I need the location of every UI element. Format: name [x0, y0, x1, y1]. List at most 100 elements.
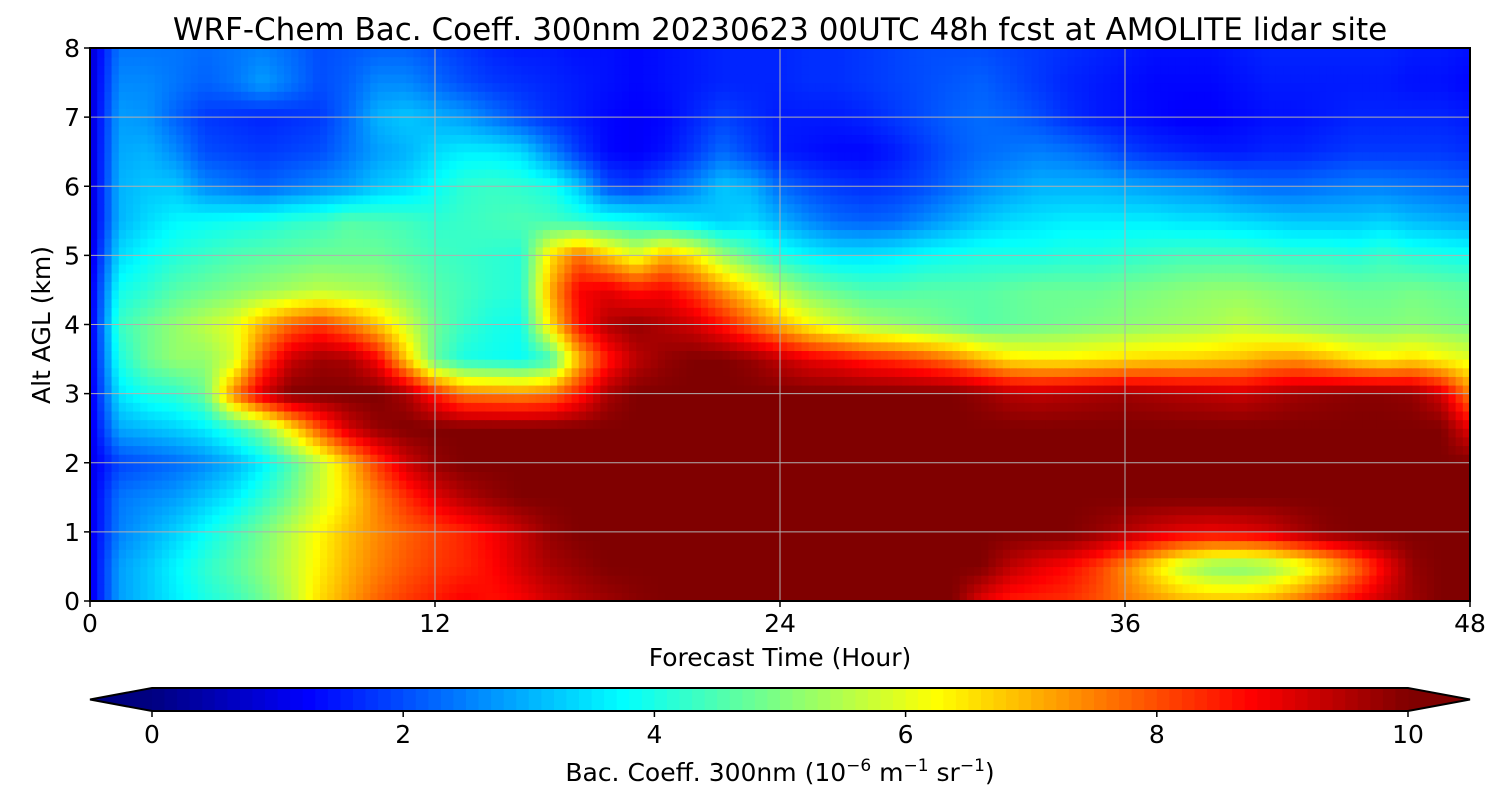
- heatmap-cell: [1448, 488, 1457, 498]
- heatmap-cell: [981, 531, 990, 542]
- heatmap-cell: [880, 480, 889, 490]
- heatmap-cell: [607, 454, 616, 464]
- heatmap-cell: [169, 505, 177, 516]
- heatmap-cell: [284, 428, 292, 438]
- heatmap-cell: [729, 505, 738, 516]
- heatmap-cell: [1160, 402, 1169, 412]
- heatmap-cell: [1196, 583, 1205, 593]
- heatmap-cell: [391, 488, 400, 498]
- heatmap-cell: [564, 402, 573, 412]
- heatmap-cell: [449, 436, 458, 447]
- heatmap-cell: [154, 583, 163, 593]
- heatmap-cell: [104, 436, 113, 447]
- heatmap-cell: [607, 384, 616, 395]
- heatmap-cell: [1045, 505, 1054, 516]
- heatmap-cell: [665, 488, 673, 498]
- heatmap-cell: [1319, 445, 1327, 455]
- heatmap-cell: [1311, 436, 1320, 447]
- heatmap-cell: [1218, 575, 1227, 585]
- heatmap-cell: [1160, 540, 1169, 550]
- heatmap-cell: [1275, 523, 1284, 533]
- heatmap-cell: [399, 566, 407, 576]
- heatmap-cell: [240, 566, 249, 576]
- heatmap-cell: [1053, 393, 1061, 403]
- heatmap-cell: [183, 428, 192, 438]
- heatmap-cell: [1196, 402, 1205, 412]
- heatmap-cell: [1441, 566, 1450, 576]
- heatmap-cell: [1441, 445, 1450, 455]
- heatmap-cell: [1160, 428, 1169, 438]
- heatmap-cell: [844, 488, 853, 498]
- heatmap-cell: [1182, 480, 1191, 490]
- heatmap-cell: [765, 402, 774, 412]
- heatmap-cell: [629, 436, 637, 447]
- heatmap-cell: [1168, 549, 1176, 559]
- heatmap-cell: [1261, 514, 1270, 524]
- heatmap-cell: [930, 410, 939, 421]
- heatmap-cell: [492, 445, 501, 455]
- heatmap-cell: [205, 488, 213, 498]
- heatmap-cell: [255, 497, 264, 507]
- heatmap-cell: [1139, 480, 1148, 490]
- heatmap-cell: [1096, 557, 1105, 568]
- heatmap-cell: [665, 402, 673, 412]
- heatmap-cell: [111, 376, 120, 386]
- heatmap-cell: [125, 402, 134, 412]
- heatmap-cell: [1326, 462, 1335, 472]
- heatmap-cell: [1146, 531, 1155, 542]
- heatmap-cell: [363, 454, 371, 464]
- heatmap-cell: [420, 428, 429, 438]
- heatmap-cell: [693, 497, 702, 507]
- heatmap-cell: [1002, 505, 1011, 516]
- heatmap-cell: [1117, 410, 1126, 421]
- heatmap-cell: [341, 505, 350, 516]
- heatmap-cell: [341, 419, 350, 429]
- heatmap-cell: [1275, 384, 1284, 395]
- heatmap-cell: [1383, 540, 1392, 550]
- heatmap-cell: [700, 471, 709, 481]
- heatmap-cell: [895, 592, 903, 601]
- heatmap-cell: [1297, 540, 1306, 550]
- heatmap-cell: [212, 531, 220, 542]
- heatmap-cell: [399, 575, 407, 585]
- heatmap-cell: [240, 436, 249, 447]
- heatmap-cell: [1326, 419, 1335, 429]
- heatmap-cell: [1232, 436, 1241, 447]
- heatmap-cell: [535, 531, 544, 542]
- heatmap-cell: [161, 480, 170, 490]
- heatmap-cell: [614, 566, 623, 576]
- heatmap-cell: [269, 393, 278, 403]
- heatmap-cell: [1132, 540, 1140, 550]
- heatmap-cell: [1045, 566, 1054, 576]
- heatmap-cell: [413, 393, 422, 403]
- heatmap-cell: [823, 402, 831, 412]
- heatmap-cell: [1268, 566, 1277, 576]
- heatmap-cell: [1146, 488, 1155, 498]
- heatmap-cell: [334, 445, 343, 455]
- heatmap-cell: [708, 523, 716, 533]
- heatmap-cell: [643, 419, 652, 429]
- heatmap-cell: [938, 566, 946, 576]
- heatmap-cell: [679, 575, 688, 585]
- heatmap-cell: [1340, 575, 1349, 585]
- heatmap-cell: [284, 445, 292, 455]
- heatmap-cell: [1304, 419, 1313, 429]
- heatmap-cell: [665, 505, 673, 516]
- heatmap-cell: [700, 480, 709, 490]
- heatmap-cell: [169, 376, 177, 386]
- heatmap-cell: [542, 471, 551, 481]
- heatmap-cell: [643, 540, 652, 550]
- heatmap-cell: [1412, 566, 1421, 576]
- heatmap-cell: [1225, 540, 1234, 550]
- heatmap-cell: [1304, 531, 1313, 542]
- heatmap-cell: [97, 531, 105, 542]
- heatmap-cell: [614, 497, 623, 507]
- heatmap-cell: [1096, 497, 1105, 507]
- heatmap-cell: [276, 454, 285, 464]
- heatmap-cell: [751, 488, 760, 498]
- heatmap-cell: [708, 480, 716, 490]
- heatmap-cell: [693, 410, 702, 421]
- heatmap-cell: [880, 436, 889, 447]
- heatmap-cell: [607, 462, 616, 472]
- heatmap-cell: [945, 540, 954, 550]
